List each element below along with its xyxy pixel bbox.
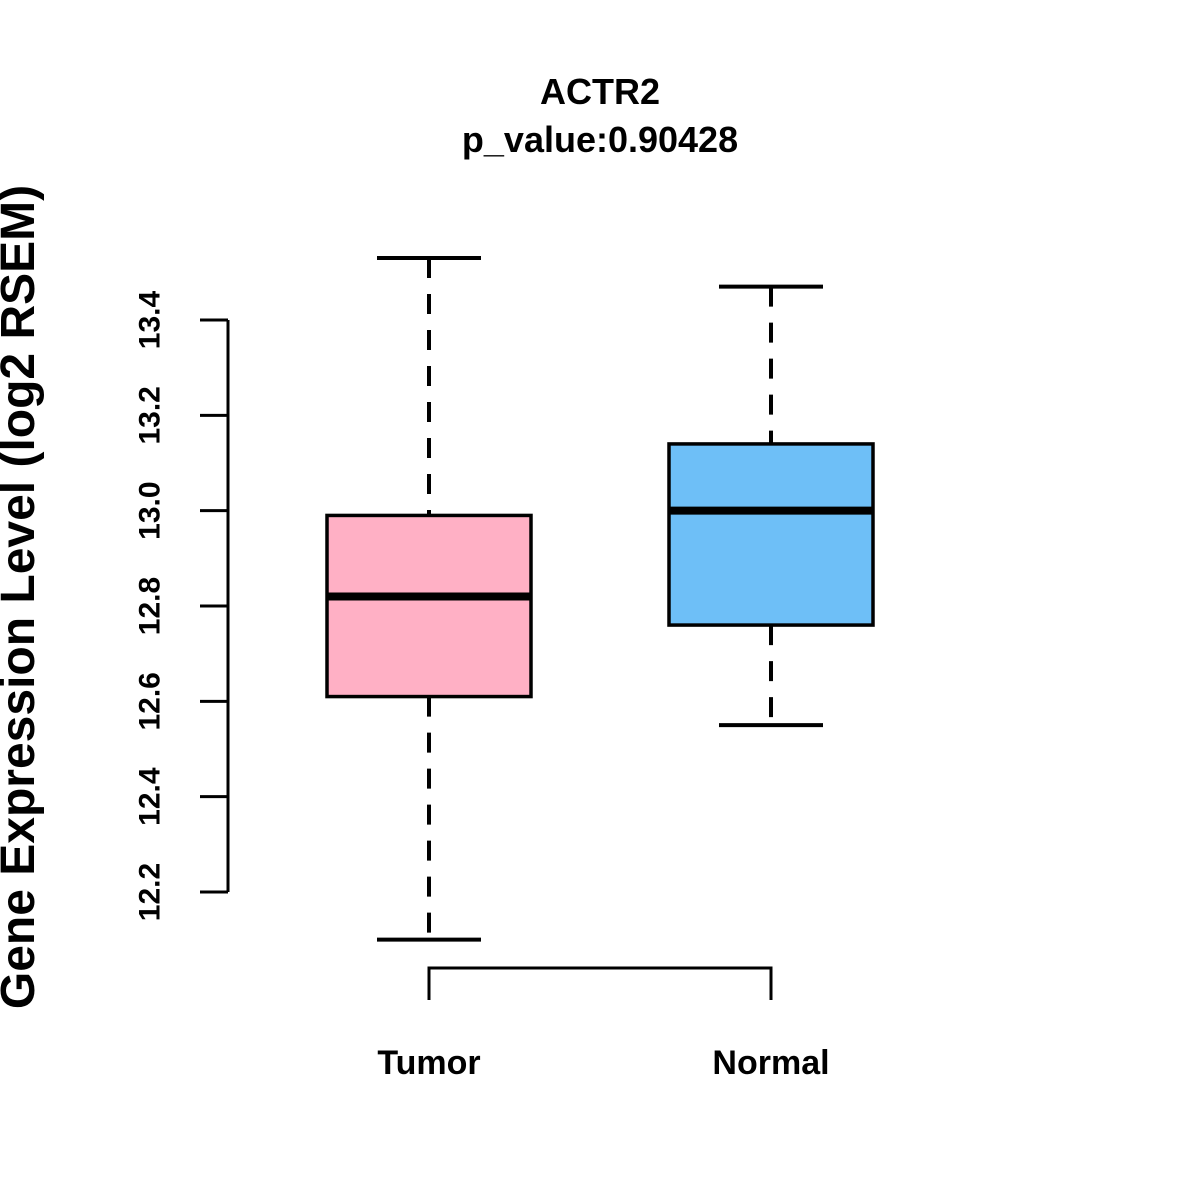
y-tick-label: 12.8 xyxy=(134,577,167,635)
x-axis-bracket xyxy=(427,966,773,1000)
y-tick-label: 12.4 xyxy=(134,767,167,826)
y-tick-label: 12.2 xyxy=(134,863,167,921)
chart-title: ACTR2 xyxy=(540,71,660,112)
normal-box xyxy=(667,442,875,627)
y-tick-label: 13.0 xyxy=(134,481,167,539)
axes-group: 12.2 12.4 12.6 12.8 13.0 13.2 13.4 Tumor Normal xyxy=(134,290,830,1082)
x-category-label-normal: Normal xyxy=(712,1044,829,1082)
y-tick-label: 12.6 xyxy=(134,672,167,730)
y-tick-label: 13.4 xyxy=(134,290,167,349)
y-tick-label: 13.2 xyxy=(134,386,167,444)
y-axis-label: Gene Expression Level (log2 RSEM) xyxy=(0,185,45,1009)
tumor-box xyxy=(325,513,533,699)
chart-subtitle: p_value:0.90428 xyxy=(462,119,738,160)
x-category-label-tumor: Tumor xyxy=(377,1044,480,1082)
boxes-group xyxy=(325,256,875,942)
